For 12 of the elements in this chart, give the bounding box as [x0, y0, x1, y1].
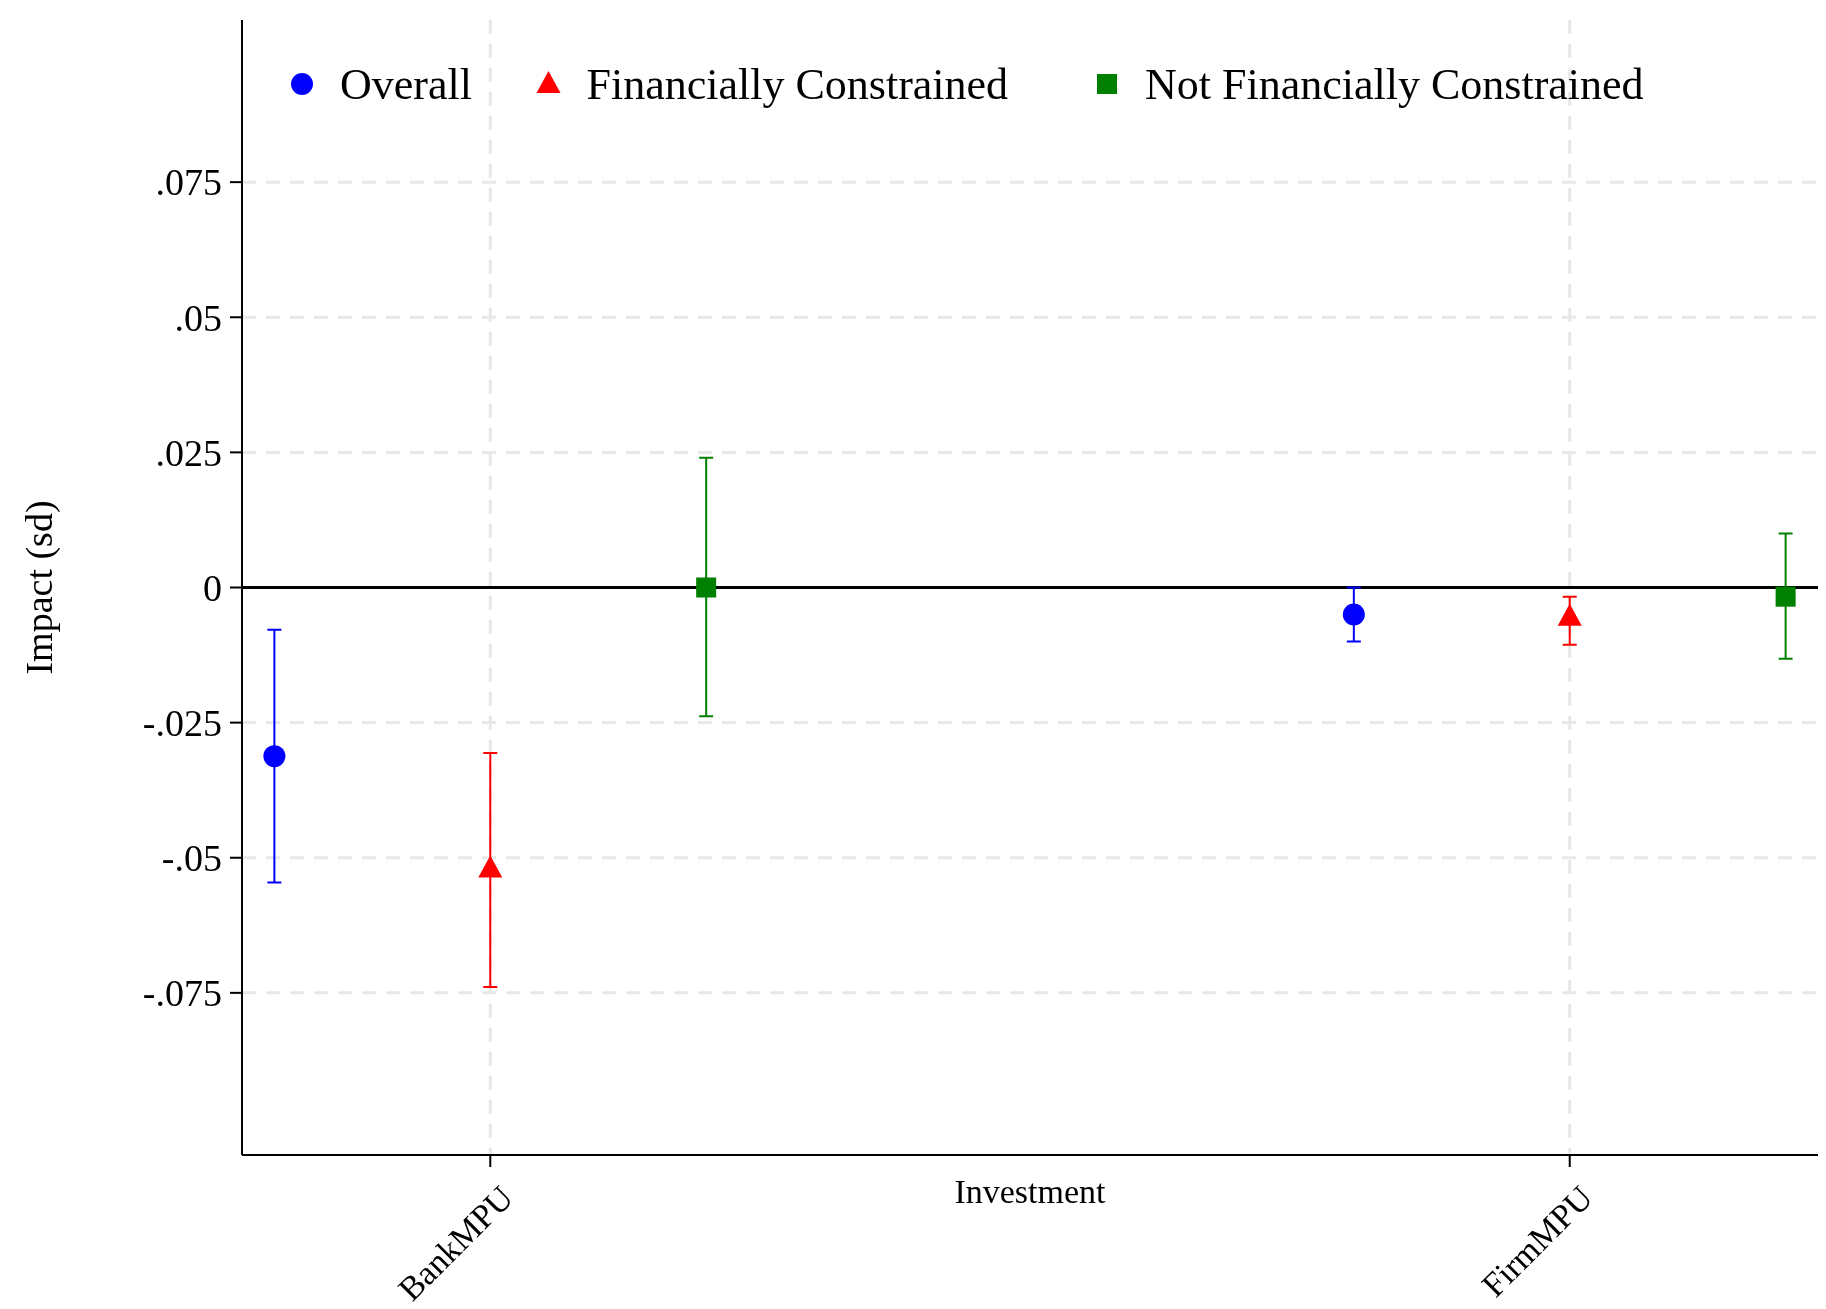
y-tick-label: -.075 [142, 972, 222, 1015]
legend-label: Overall [340, 60, 472, 110]
y-tick-label: 0 [203, 566, 222, 609]
y-tick-label: .05 [174, 296, 222, 339]
y-axis-title: Impact (sd) [18, 500, 61, 675]
y-tick-label: .075 [155, 161, 222, 204]
y-tick-label: -.05 [161, 837, 222, 880]
y-tick-label: .025 [155, 431, 222, 474]
legend-label: Financially Constrained [586, 60, 1009, 110]
x-axis-title: Investment [954, 1172, 1107, 1210]
legend-label: Not Financially Constrained [1145, 60, 1644, 110]
y-tick-label: -.025 [142, 701, 222, 744]
